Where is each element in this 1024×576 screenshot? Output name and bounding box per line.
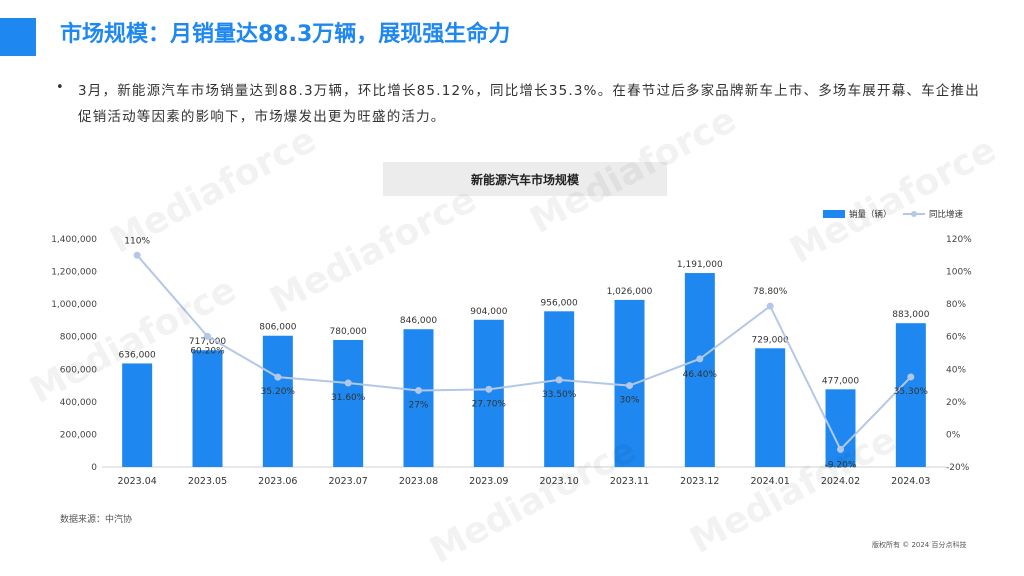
growth-point [555,376,563,384]
bar-value-label: 904,000 [470,307,507,317]
bar [192,350,223,467]
y-left-tick-label: 1,400,000 [51,235,97,245]
y-right-tick-label: 100% [946,268,972,278]
growth-value-label: 27% [408,400,428,410]
growth-value-label: 60.20% [190,346,225,356]
growth-point [837,445,844,453]
y-left-tick-label: 600,000 [60,365,97,375]
growth-value-label: 110% [124,236,150,246]
y-right-tick-label: 40% [946,365,966,375]
x-tick-label: 2023.09 [469,476,508,487]
bar-value-label: 806,000 [259,323,296,333]
bar [122,363,153,467]
bar [895,323,926,467]
bar-value-label: 636,000 [119,350,156,360]
growth-point [626,382,633,390]
bar [333,339,364,467]
growth-point [766,302,774,310]
bar [755,348,786,467]
bar [403,329,434,467]
x-tick-label: 2023.07 [329,476,368,487]
growth-value-label: 31.60% [331,393,366,403]
y-right-tick-label: 20% [946,398,966,408]
title-accent-bar [0,18,36,56]
growth-point [485,385,493,393]
bar-value-label: 956,000 [541,298,578,308]
x-tick-label: 2023.10 [540,476,579,487]
growth-point [415,386,422,394]
bar [544,311,575,467]
bar-value-label: 1,191,000 [677,260,723,270]
growth-value-label: 35.20% [261,387,296,397]
bar-value-label: 883,000 [892,310,929,320]
summary-paragraph: 3月，新能源汽车市场销量达到88.3万辆，环比增长85.12%，同比增长35.3… [78,83,980,125]
bullet-marker: • [56,80,64,95]
bar-value-label: 717,000 [189,337,226,347]
x-tick-label: 2023.06 [258,476,297,487]
bar [262,335,293,467]
y-left-tick-label: 1,000,000 [51,300,97,310]
legend-line-marker [911,211,917,217]
bar-value-label: 1,026,000 [607,287,653,297]
y-right-tick-label: 80% [946,300,966,310]
x-tick-label: 2023.05 [188,476,227,487]
bar-value-label: 846,000 [400,316,437,326]
bar [684,273,715,467]
growth-value-label: 46.40% [683,370,718,380]
legend-bar-swatch [823,210,845,218]
y-left-tick-label: 0 [91,463,97,473]
y-right-tick-label: 60% [946,333,966,343]
growth-point [133,251,141,259]
y-left-tick-label: 200,000 [60,430,97,440]
x-tick-label: 2024.02 [821,476,860,487]
legend-bar-label: 销量（辆） [849,209,892,220]
page-title: 市场规模：月销量达88.3万辆，展现强生命力 [60,22,511,47]
chart-title: 新能源汽车市场规模 [383,162,667,196]
growth-value-label: 78.80% [753,287,788,297]
growth-point [344,379,352,387]
growth-value-label: 30% [619,396,639,406]
bar-value-label: 477,000 [822,376,859,386]
y-left-tick-label: 800,000 [60,333,97,343]
y-right-tick-label: 0% [946,430,961,440]
x-tick-label: 2023.12 [680,476,719,487]
growth-line [136,254,912,452]
legend-line-label: 同比增速 [929,209,964,220]
bar-value-label: 729,000 [752,335,789,345]
growth-value-label: 27.70% [472,399,507,409]
y-left-tick-label: 400,000 [60,398,97,408]
growth-value-label: 35.30% [894,387,929,397]
bar-value-label: 780,000 [330,327,367,337]
x-tick-label: 2023.11 [610,476,649,487]
bar [473,319,504,467]
y-right-tick-label: 120% [946,235,972,245]
growth-point [204,332,211,340]
copyright-notice: 版权所有 © 2024 百分点科技 [872,541,967,549]
growth-point [907,373,915,381]
x-tick-label: 2024.03 [891,476,930,487]
growth-point [274,373,282,381]
growth-value-label: 33.50% [542,390,577,400]
x-tick-label: 2023.04 [118,476,157,487]
growth-value-label: -9.20% [825,460,857,470]
sales-chart: 0 200,000 400,000 600,000 800,000 1,000,000 1,… [51,209,972,487]
data-source: 数据来源：中汽协 [60,515,133,525]
y-right-tick-label: -20% [946,463,970,473]
growth-point [696,355,704,363]
x-tick-label: 2024.01 [751,476,790,487]
y-left-tick-label: 1,200,000 [51,268,97,278]
x-tick-label: 2023.08 [399,476,438,487]
